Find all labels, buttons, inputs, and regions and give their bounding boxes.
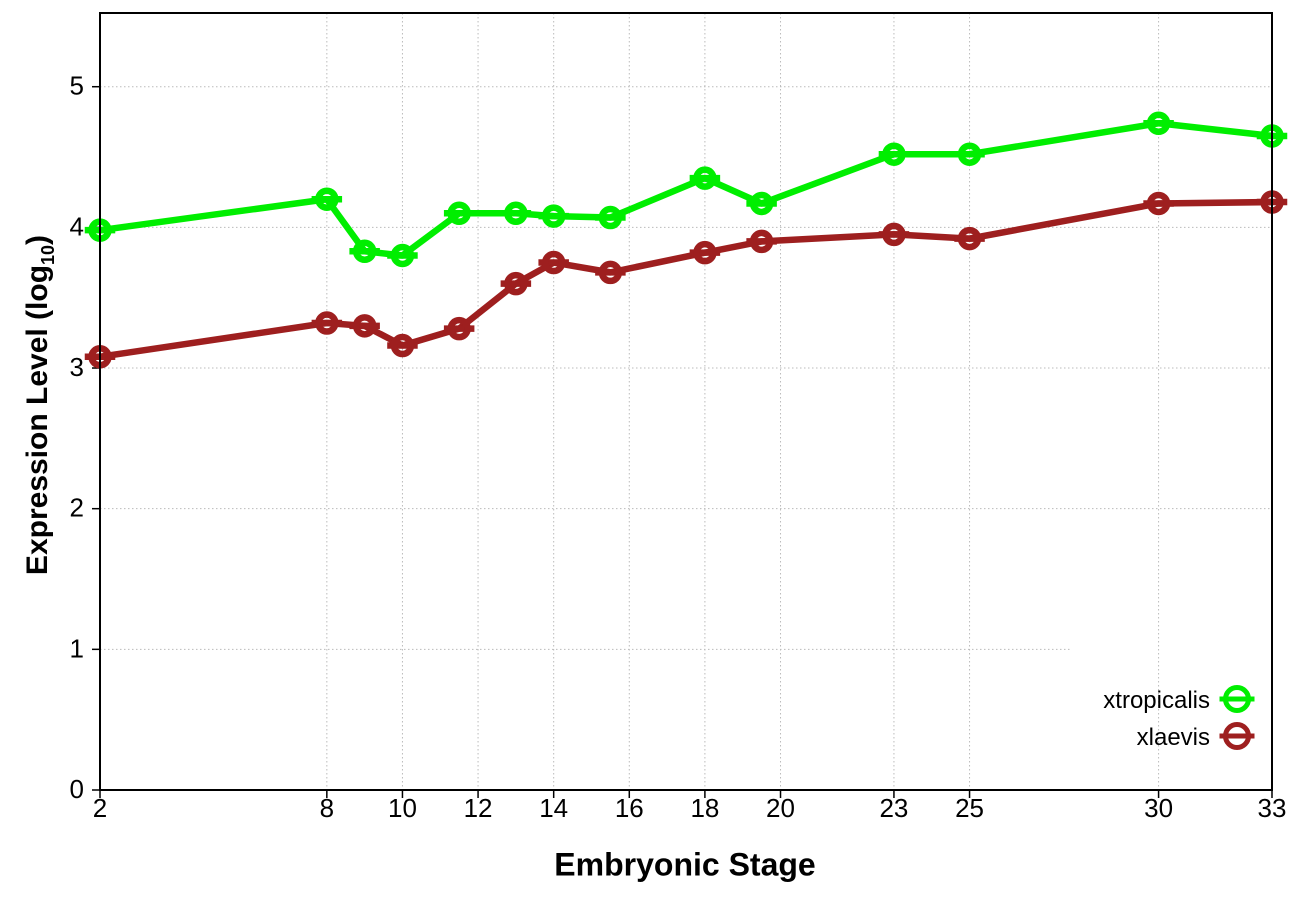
svg-text:5: 5 bbox=[70, 71, 84, 101]
svg-text:3: 3 bbox=[70, 352, 84, 382]
svg-text:20: 20 bbox=[766, 793, 795, 823]
svg-text:33: 33 bbox=[1258, 793, 1287, 823]
svg-text:16: 16 bbox=[615, 793, 644, 823]
svg-text:30: 30 bbox=[1144, 793, 1173, 823]
svg-text:25: 25 bbox=[955, 793, 984, 823]
svg-text:2: 2 bbox=[70, 493, 84, 523]
svg-text:14: 14 bbox=[539, 793, 568, 823]
svg-text:1: 1 bbox=[70, 633, 84, 663]
svg-text:23: 23 bbox=[879, 793, 908, 823]
svg-text:18: 18 bbox=[690, 793, 719, 823]
svg-text:8: 8 bbox=[320, 793, 334, 823]
svg-text:4: 4 bbox=[70, 211, 84, 241]
svg-text:10: 10 bbox=[388, 793, 417, 823]
svg-text:0: 0 bbox=[70, 774, 84, 804]
svg-text:2: 2 bbox=[93, 793, 107, 823]
svg-text:12: 12 bbox=[464, 793, 493, 823]
